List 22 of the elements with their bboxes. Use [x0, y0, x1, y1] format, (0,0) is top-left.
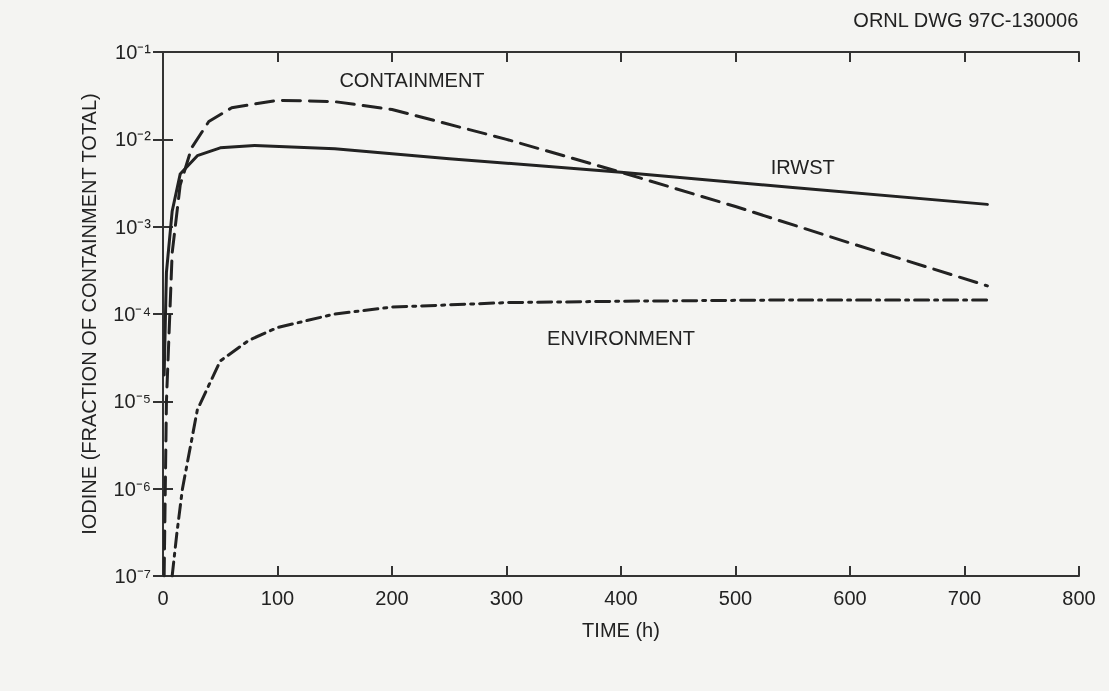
x-tick-label: 800: [1062, 587, 1096, 609]
x-axis-title: TIME (h): [582, 619, 660, 641]
series-label: ENVIRONMENT: [547, 327, 695, 350]
series-label: IRWST: [770, 155, 835, 178]
y-tick-label: 10⁻⁵: [113, 390, 151, 413]
series-label: CONTAINMENT: [339, 69, 485, 92]
y-tick-label: 10⁻¹: [115, 41, 152, 63]
x-tick-label: 200: [375, 587, 409, 609]
x-tick-label: 400: [604, 587, 638, 609]
x-tick-label: 0: [157, 587, 169, 609]
y-tick-label: 10⁻⁴: [113, 303, 151, 325]
x-tick-label: 700: [947, 587, 982, 609]
y-tick-label: 10⁻⁶: [113, 477, 151, 500]
x-tick-label: 600: [833, 587, 867, 609]
x-tick-label: 100: [260, 587, 295, 609]
y-tick-label: 10⁻³: [115, 215, 152, 238]
y-tick-label: 10⁻²: [115, 128, 152, 151]
y-axis-title: IODINE (FRACTION OF CONTAINMENT TOTAL): [78, 93, 100, 535]
y-tick-label: 10⁻⁷: [114, 565, 151, 587]
x-tick-label: 500: [718, 587, 753, 609]
text: ORNL DWG 97C-130006: [853, 9, 1079, 31]
x-tick-label: 300: [489, 587, 524, 609]
